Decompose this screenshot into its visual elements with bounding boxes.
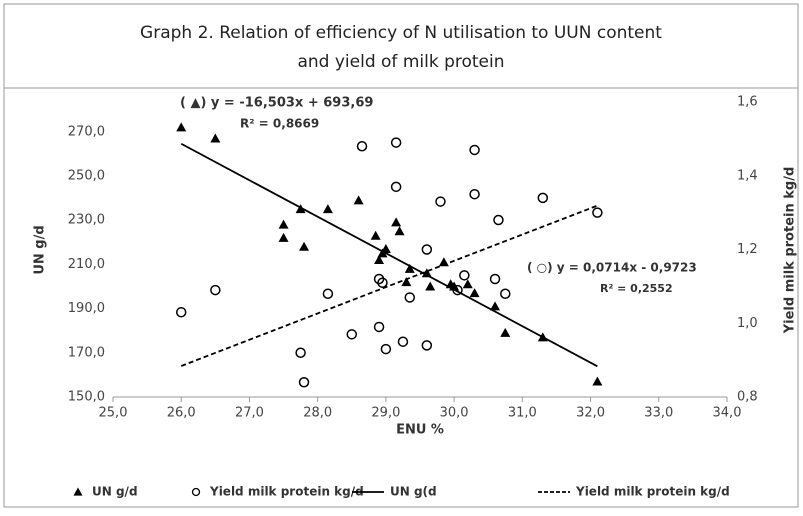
y-tick-label: 190,0 — [68, 301, 105, 316]
triangle-point — [404, 263, 415, 273]
circle-point — [500, 288, 511, 299]
y2-tick-label: 1,6 — [737, 95, 758, 110]
circle-point — [298, 377, 310, 388]
circle-point — [175, 306, 187, 318]
circle-point — [380, 343, 392, 355]
triangle-point — [462, 279, 473, 289]
annotation: ( ○) y = 0,0714x - 0,9723 — [527, 261, 697, 275]
triangle-point — [425, 281, 436, 291]
triangle-point — [374, 254, 385, 264]
y-tick-label: 270,0 — [68, 124, 105, 139]
triangle-point — [401, 277, 412, 287]
legend-label: UN g/d — [92, 485, 138, 499]
circle-point — [346, 329, 358, 340]
circle-point — [537, 192, 549, 204]
triangle-point — [278, 219, 289, 229]
x-tick-label: 27,0 — [235, 406, 264, 421]
x-tick-label: 26,0 — [167, 406, 196, 421]
chart-subtitle: and yield of milk protein — [297, 52, 504, 72]
x-axis-label: ENU % — [396, 423, 444, 438]
circle-point — [469, 188, 480, 200]
circle-point — [404, 292, 416, 303]
triangle-point — [394, 226, 405, 236]
circle-point — [210, 284, 221, 296]
legend-label: Yield milk protein kg/d — [575, 485, 730, 499]
triangle-point — [295, 204, 306, 214]
circle-point — [390, 137, 402, 148]
triangle-point — [421, 268, 432, 278]
y-tick-label: 150,0 — [68, 390, 105, 405]
triangle-point — [210, 133, 221, 143]
circle-point — [377, 277, 388, 288]
y-axis-label: UN g/d — [33, 225, 48, 274]
triangle-point — [469, 288, 480, 298]
x-tick-label: 34,0 — [713, 406, 742, 421]
x-tick-label: 29,0 — [371, 406, 400, 421]
chart-title: Graph 2. Relation of efficiency of N uti… — [140, 23, 662, 43]
annotation: ( ▲) y = -16,503x + 693,69 — [180, 96, 373, 111]
circle-point — [390, 181, 402, 193]
x-tick-label: 32,0 — [576, 406, 605, 421]
triangle-point — [380, 243, 391, 253]
circle-point — [373, 321, 385, 333]
triangle-point — [370, 230, 381, 240]
y2-tick-label: 1,2 — [737, 242, 758, 257]
circle-point — [397, 336, 409, 347]
circle-point — [322, 288, 334, 299]
legend-label: UN g(d — [390, 485, 437, 499]
x-tick-label: 31,0 — [508, 406, 537, 421]
x-tick-label: 28,0 — [303, 406, 332, 421]
y-tick-label: 170,0 — [68, 345, 105, 360]
triangle-point — [176, 122, 187, 132]
y2-tick-label: 1,0 — [737, 316, 758, 331]
legend-label: Yield milk protein kg/d — [209, 485, 364, 499]
circle-point — [489, 273, 501, 285]
trend-line — [180, 142, 598, 368]
annotation: R² = 0,2552 — [600, 282, 673, 295]
y2-tick-label: 1,4 — [737, 168, 758, 183]
x-tick-label: 25,0 — [99, 406, 128, 421]
circle-point — [469, 144, 480, 156]
y-tick-label: 210,0 — [68, 257, 105, 272]
legend-icon — [73, 487, 83, 496]
circle-point — [421, 340, 433, 351]
y-tick-label: 230,0 — [68, 213, 105, 228]
circle-point — [493, 214, 504, 226]
y2-axis-label: Yield milk protein kg/d — [783, 167, 798, 335]
circle-point — [592, 207, 603, 218]
trend-line — [180, 204, 598, 367]
triangle-point — [278, 232, 289, 242]
triangle-point — [322, 204, 333, 214]
triangle-point — [353, 195, 364, 205]
x-tick-label: 33,0 — [644, 406, 673, 421]
y2-tick-label: 0,8 — [737, 390, 758, 405]
triangle-point — [490, 301, 501, 311]
triangle-point — [391, 217, 402, 227]
triangle-point — [299, 241, 310, 251]
circle-point — [435, 196, 446, 207]
legend-icon — [191, 487, 201, 497]
annotation: R² = 0,8669 — [240, 117, 319, 131]
triangle-point — [592, 376, 603, 386]
circle-point — [421, 244, 433, 255]
circle-point — [459, 270, 470, 281]
triangle-point — [500, 327, 511, 337]
circle-point — [295, 347, 306, 358]
circle-point — [356, 141, 368, 152]
x-tick-label: 30,0 — [440, 406, 469, 421]
y-tick-label: 250,0 — [68, 169, 105, 184]
